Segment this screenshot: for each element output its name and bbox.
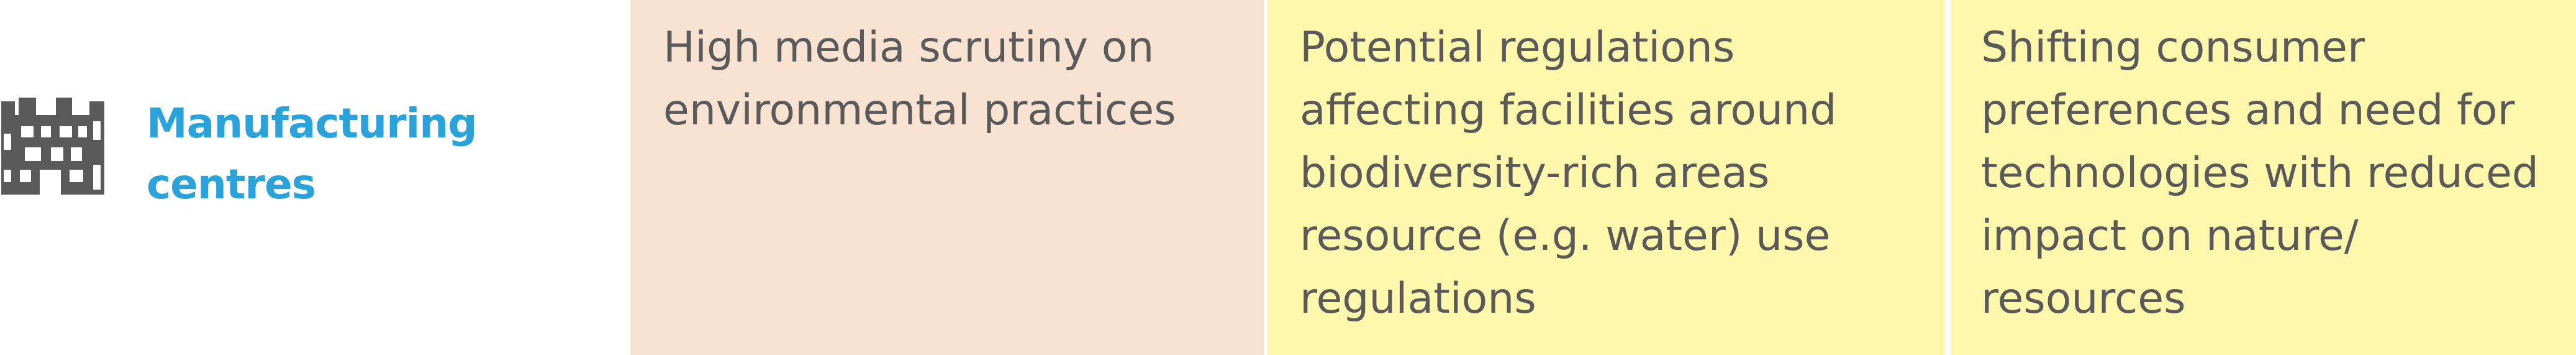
row-label: Manufacturing centres: [147, 99, 478, 208]
cell-text: Shifting consumer preferences and need f…: [1981, 23, 2539, 323]
column-divider: [1264, 0, 1268, 355]
factory-icon: [1, 98, 104, 195]
regulations-cell: Potential regulations affecting faciliti…: [1268, 0, 1944, 355]
media-scrutiny-cell: High media scrutiny on environmental pra…: [630, 0, 1264, 355]
consumer-preferences-cell: Shifting consumer preferences and need f…: [1951, 0, 2576, 355]
cell-text: High media scrutiny on environmental pra…: [663, 23, 1176, 135]
column-divider: [1944, 0, 1951, 355]
cell-text: Potential regulations affecting faciliti…: [1300, 23, 1837, 323]
row-label-cell: Manufacturing centres: [0, 0, 630, 355]
